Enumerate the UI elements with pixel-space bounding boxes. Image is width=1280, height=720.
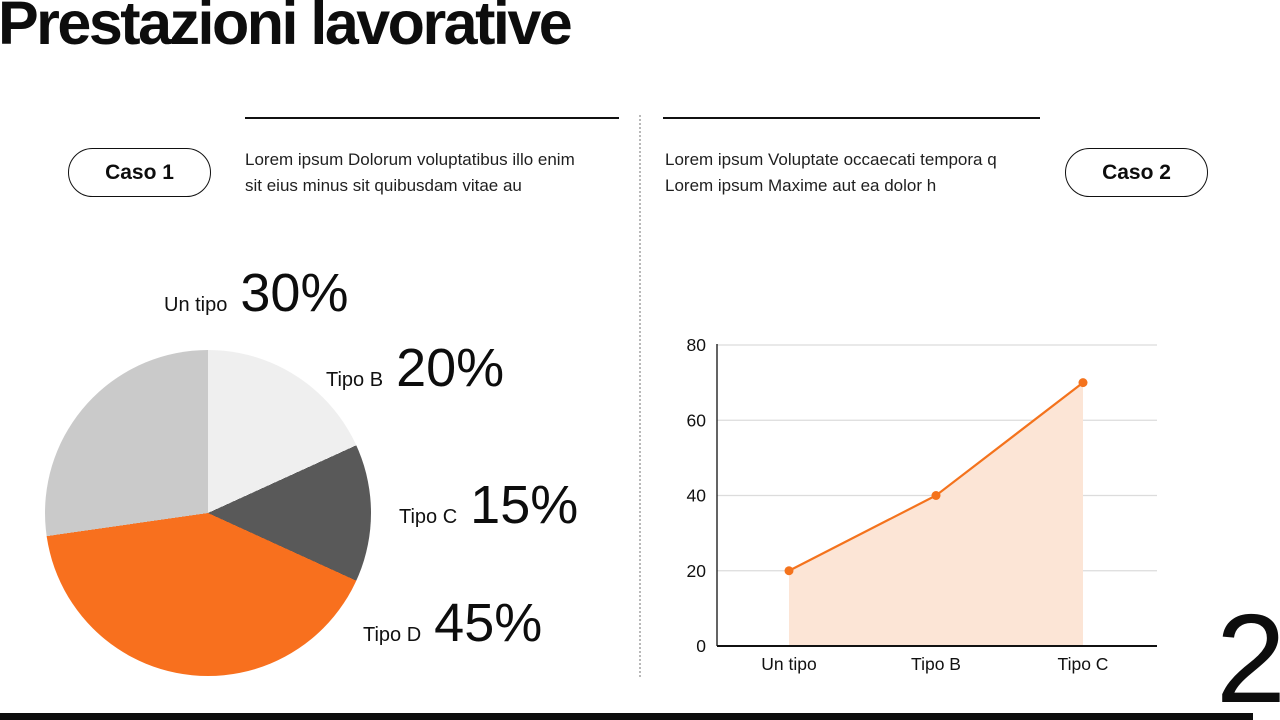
pie-callout-value: 45% — [434, 593, 543, 653]
vertical-dotted-divider — [639, 115, 641, 677]
svg-text:Un tipo: Un tipo — [761, 654, 816, 674]
pie-callout-tipo-d: Tipo D 45% — [363, 592, 542, 654]
case1-description-line2: sit eius minus sit quibusdam vitae au — [245, 175, 522, 195]
pie-callout-label: Tipo C — [399, 506, 458, 528]
svg-text:80: 80 — [687, 335, 707, 355]
pie-callout-label: Tipo B — [326, 369, 384, 391]
pie-callout-label: Tipo D — [363, 624, 422, 646]
pie-callout-value: 30% — [240, 263, 349, 323]
svg-text:Tipo B: Tipo B — [911, 654, 961, 674]
case2-description-line2: Lorem ipsum Maxime aut ea dolor h — [665, 175, 937, 195]
footer-bar — [0, 713, 1253, 720]
svg-text:40: 40 — [687, 486, 707, 506]
line-area-chart: 0 20 40 60 80 Un tipo Tipo B Tipo C — [687, 335, 1157, 674]
case1-description: Lorem ipsum Dolorum voluptatibus illo en… — [245, 147, 625, 198]
page-title: Prestazioni lavorative — [0, 0, 573, 57]
pie-callout-value: 20% — [396, 338, 505, 398]
pie-callout-un-tipo: Un tipo 30% — [164, 262, 348, 324]
case1-badge-label: Caso 1 — [105, 160, 174, 184]
case2-description: Lorem ipsum Voluptate occaecati tempora … — [665, 147, 1045, 198]
svg-text:20: 20 — [687, 561, 707, 581]
svg-text:0: 0 — [696, 636, 706, 656]
case1-description-line1: Lorem ipsum Dolorum voluptatibus illo en… — [245, 150, 575, 169]
case2-description-line1: Lorem ipsum Voluptate occaecati tempora … — [665, 150, 997, 169]
svg-text:60: 60 — [687, 410, 707, 430]
svg-text:Tipo C: Tipo C — [1058, 654, 1109, 674]
page-number: 2 — [1215, 588, 1280, 720]
pie-callout-tipo-b: Tipo B 20% — [326, 337, 504, 399]
case1-badge[interactable]: Caso 1 — [68, 148, 211, 197]
pie-chart — [45, 350, 371, 676]
pie-callout-tipo-c: Tipo C 15% — [399, 474, 578, 536]
header-rule-right — [663, 117, 1040, 119]
pie-callout-label: Un tipo — [164, 294, 228, 316]
case2-badge-label: Caso 2 — [1102, 160, 1171, 184]
pie-callout-value: 15% — [470, 475, 579, 535]
header-rule-left — [245, 117, 619, 119]
case2-badge[interactable]: Caso 2 — [1065, 148, 1208, 197]
